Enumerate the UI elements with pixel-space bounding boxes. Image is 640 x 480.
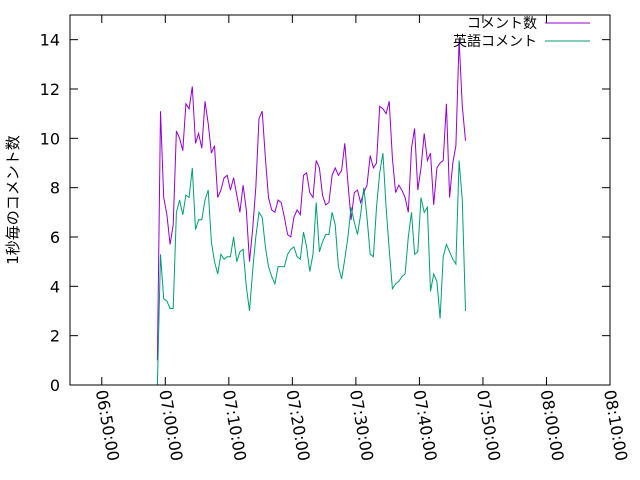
plot-frame [69, 14, 611, 386]
legend-label-0: コメント数 [467, 16, 537, 32]
x-tick-label-1: 07:00:00 [155, 388, 186, 462]
x-tick-label-4: 07:30:00 [346, 388, 377, 462]
x-tick-label-8: 08:10:00 [600, 388, 631, 462]
y-tick-label-4: 8 [50, 179, 60, 198]
series-line-1 [156, 153, 466, 386]
y-tick-label-5: 10 [40, 129, 60, 148]
x-axis: 06:50:00 07:00:00 07:10:00 07:20:00 07:30:00… [92, 15, 631, 462]
y-tick-label-7: 14 [40, 31, 60, 50]
x-tick-label-0: 06:50:00 [92, 388, 123, 462]
series-line-0 [156, 39, 466, 361]
y-axis-label: 1秒毎のコメント数 [4, 135, 22, 265]
x-tick-label-3: 07:20:00 [282, 388, 313, 462]
x-tick-label-6: 07:50:00 [473, 388, 504, 462]
y-tick-label-6: 12 [40, 80, 60, 99]
series-layer [156, 39, 466, 386]
y-axis: 0 2 4 6 8 10 12 14 [40, 31, 610, 395]
x-tick-label-5: 07:40:00 [409, 388, 440, 462]
legend-label-1: 英語コメント [453, 33, 537, 50]
y-tick-label-3: 6 [50, 228, 60, 247]
x-tick-label-2: 07:10:00 [219, 388, 250, 462]
y-tick-label-0: 0 [50, 376, 60, 395]
y-tick-label-1: 2 [50, 327, 60, 346]
y-tick-label-2: 4 [50, 277, 60, 296]
x-tick-label-7: 08:00:00 [537, 388, 568, 462]
